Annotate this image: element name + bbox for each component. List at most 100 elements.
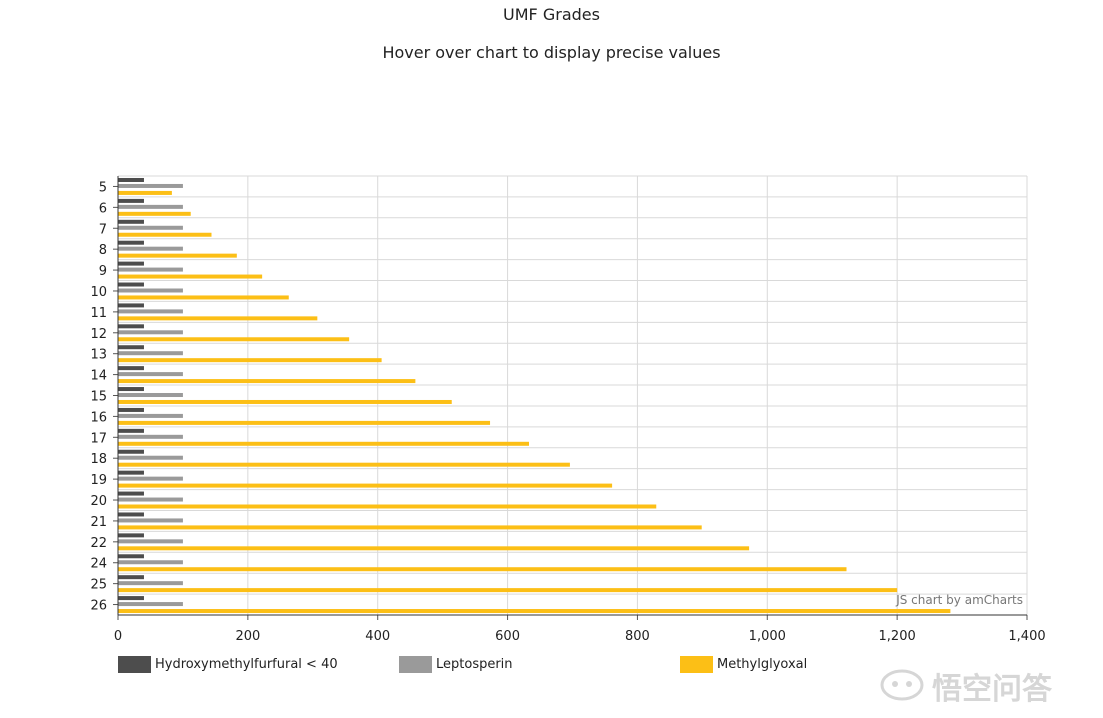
- bar: [118, 366, 144, 371]
- bar: [118, 345, 144, 350]
- bar: [118, 324, 144, 329]
- bar: [118, 434, 183, 439]
- bar: [118, 204, 183, 209]
- bar: [118, 491, 144, 496]
- y-tick-label: 24: [90, 557, 107, 572]
- x-tick-label: 1,200: [879, 629, 916, 644]
- y-tick-label: 13: [90, 348, 107, 363]
- bar: [118, 225, 183, 230]
- bar: [118, 246, 183, 251]
- x-tick-label: 0: [114, 629, 122, 644]
- bar: [118, 497, 183, 502]
- legend-item-leptosperin[interactable]: Leptosperin: [399, 655, 513, 673]
- bar: [118, 358, 382, 363]
- bar: [118, 476, 183, 481]
- legend-item-methylglyoxal[interactable]: Methylglyoxal: [680, 655, 807, 673]
- bar: [118, 198, 144, 203]
- bar: [118, 602, 183, 607]
- bar: [118, 581, 183, 586]
- bar: [118, 546, 750, 551]
- x-tick-label: 200: [235, 629, 260, 644]
- y-tick-label: 22: [90, 536, 107, 551]
- bar: [118, 253, 237, 258]
- bar: [118, 261, 144, 266]
- bar: [118, 387, 144, 392]
- chart-title: UMF Grades: [503, 5, 600, 24]
- bar: [118, 407, 144, 412]
- y-tick-label: 8: [99, 243, 107, 258]
- bar: [118, 533, 144, 538]
- bar: [118, 282, 144, 287]
- bar: [118, 518, 183, 523]
- bar: [118, 351, 183, 356]
- y-tick-label: 17: [90, 431, 107, 446]
- bar: [118, 379, 416, 384]
- y-tick-label: 9: [99, 264, 107, 279]
- watermark-logo-icon: [880, 669, 924, 701]
- y-tick-label: 6: [99, 201, 107, 216]
- bar: [118, 393, 183, 398]
- bar: [118, 288, 183, 293]
- bar: [118, 337, 350, 342]
- x-tick-label: 600: [495, 629, 520, 644]
- bar: [118, 441, 529, 446]
- plot-area: [118, 176, 1027, 615]
- bar: [118, 309, 183, 314]
- legend-swatch-methylglyoxal: [680, 655, 713, 673]
- bar: [118, 316, 318, 321]
- bar: [118, 295, 289, 300]
- x-tick-label: 800: [625, 629, 650, 644]
- x-tick-label: 400: [365, 629, 390, 644]
- y-tick-label: 10: [90, 285, 107, 300]
- bar: [118, 274, 263, 279]
- bar: [118, 575, 144, 580]
- y-tick-label: 5: [99, 180, 107, 195]
- x-tick-label: 1,400: [1008, 629, 1045, 644]
- bar: [118, 525, 702, 530]
- y-tick-label: 16: [90, 410, 107, 425]
- bar: [118, 455, 183, 460]
- legend-label-hmf: Hydroxymethylfurfural < 40: [155, 656, 338, 672]
- bar: [118, 399, 452, 404]
- bar: [118, 240, 144, 245]
- bar: [118, 219, 144, 224]
- bar: [118, 232, 212, 237]
- bar: [118, 483, 613, 488]
- legend-label-leptosperin: Leptosperin: [436, 656, 513, 672]
- y-tick-label: 7: [99, 222, 107, 237]
- y-tick-label: 12: [90, 327, 107, 342]
- bar: [118, 267, 183, 272]
- bar: [118, 211, 191, 216]
- y-tick-label: 25: [90, 578, 107, 593]
- bar: [118, 303, 144, 308]
- chart-subtitle: Hover over chart to display precise valu…: [382, 43, 721, 62]
- bar: [118, 372, 183, 377]
- bar: [118, 330, 183, 335]
- bar: [118, 539, 183, 544]
- bar: [118, 512, 144, 517]
- bar: [118, 420, 491, 425]
- y-tick-label: 26: [90, 599, 107, 614]
- bar: [118, 462, 570, 467]
- y-tick-label: 18: [90, 452, 107, 467]
- bar: [118, 470, 144, 475]
- bar: [118, 504, 657, 509]
- legend-item-hmf[interactable]: Hydroxymethylfurfural < 40: [118, 655, 338, 673]
- y-tick-label: 21: [90, 515, 107, 530]
- chart-credit: JS chart by amCharts: [895, 593, 1023, 607]
- y-tick-label: 20: [90, 494, 107, 509]
- bar: [118, 413, 183, 418]
- y-tick-label: 11: [90, 306, 107, 321]
- bar: [118, 190, 172, 195]
- bar: [118, 428, 144, 433]
- bar: [118, 588, 898, 593]
- y-tick-label: 19: [90, 473, 107, 488]
- legend-swatch-hmf: [118, 655, 151, 673]
- x-tick-label: 1,000: [749, 629, 786, 644]
- bar: [118, 596, 144, 601]
- y-tick-label: 15: [90, 390, 107, 405]
- bar: [118, 177, 144, 182]
- legend-label-methylglyoxal: Methylglyoxal: [717, 656, 808, 672]
- watermark-text: 悟空问答: [932, 672, 1052, 707]
